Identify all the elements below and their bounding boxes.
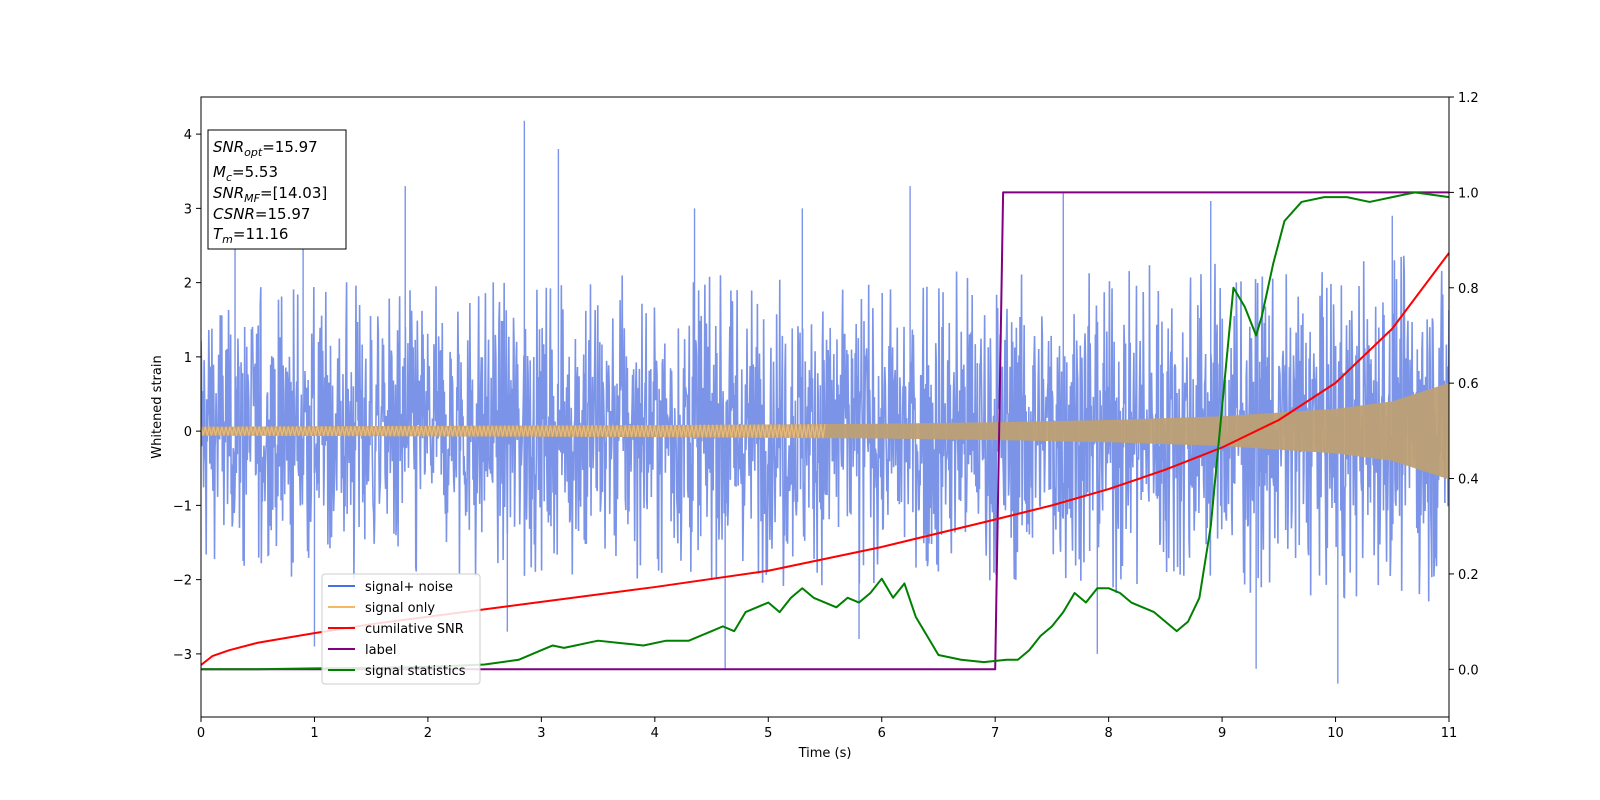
- series-layer: [201, 120, 1449, 684]
- x-tick-label: 2: [424, 726, 432, 741]
- y-left-tick-label: 4: [184, 128, 192, 143]
- x-tick-label: 9: [1218, 726, 1226, 741]
- x-axis: 0 1 2 3 4 5 6 7 8 9 10 11: [197, 717, 1457, 741]
- annotation-line: SNRopt=15.97: [213, 138, 318, 159]
- series-signal-only: [201, 382, 1449, 480]
- x-tick-label: 7: [991, 726, 999, 741]
- x-tick-label: 5: [764, 726, 772, 741]
- signal-only-trace: [201, 423, 826, 439]
- legend-label: signal+ noise: [365, 580, 453, 595]
- series-signal-noise: [201, 120, 1449, 684]
- x-tick-label: 6: [878, 726, 886, 741]
- x-tick-label: 11: [1441, 726, 1458, 741]
- annotation-line: CSNR=15.97: [213, 205, 310, 223]
- y-left-tick-label: −3: [173, 648, 192, 663]
- stats-annotation-box: SNRopt=15.97 Mc=5.53SNRMF=[14.03]CSNR=15.…: [207, 129, 347, 250]
- plot-frame: [200, 96, 1450, 718]
- y-left-tick-label: 0: [184, 425, 192, 440]
- y-right-tick-label: 1.2: [1458, 91, 1479, 106]
- y-left-tick-label: 3: [184, 202, 192, 217]
- annotation-line: Tm=11.16: [213, 225, 288, 246]
- x-tick-label: 0: [197, 726, 205, 741]
- x-tick-label: 8: [1104, 726, 1112, 741]
- signal-noise-trace: [201, 255, 1449, 602]
- annotation-line: SNRMF=[14.03]: [213, 184, 327, 205]
- legend: signal+ noise signal only cumilative SNR la…: [321, 573, 481, 685]
- y-right-tick-label: 0.4: [1458, 473, 1479, 488]
- legend-frame: [321, 573, 481, 685]
- legend-label: cumilative SNR: [365, 622, 464, 637]
- annotation-line: Mc=5.53: [213, 163, 278, 184]
- x-axis-label: Time (s): [798, 746, 852, 761]
- y-axis-right: 0.0 0.2 0.4 0.6 0.8 1.0 1.2: [1449, 91, 1479, 678]
- legend-label: signal only: [365, 601, 435, 616]
- series-label: [201, 191, 1449, 671]
- y-right-tick-label: 0.8: [1458, 282, 1479, 297]
- x-tick-label: 3: [537, 726, 545, 741]
- y-left-tick-label: −2: [173, 574, 192, 589]
- series-signal-statistics: [201, 191, 1449, 671]
- annotation-box-frame: [207, 129, 347, 250]
- legend-label: label: [365, 643, 396, 658]
- x-tick-label: 10: [1327, 726, 1344, 741]
- y-right-tick-label: 0.2: [1458, 568, 1479, 583]
- y-right-tick-label: 0.6: [1458, 377, 1479, 392]
- y-right-tick-label: 0.0: [1458, 663, 1479, 678]
- y-axis-left: −3 −2 −1 0 1 2 3 4: [173, 128, 201, 663]
- y-right-tick-label: 1.0: [1458, 186, 1479, 201]
- signal-only-band: [201, 382, 1449, 480]
- y-left-tick-label: 1: [184, 351, 192, 366]
- y-left-tick-label: 2: [184, 277, 192, 292]
- series-cumulative-snr: [201, 252, 1449, 666]
- y-left-tick-label: −1: [173, 499, 192, 514]
- y-axis-label: Whitened strain: [150, 355, 165, 458]
- x-tick-label: 4: [651, 726, 659, 741]
- x-tick-label: 1: [310, 726, 318, 741]
- legend-label: signal statistics: [365, 664, 466, 679]
